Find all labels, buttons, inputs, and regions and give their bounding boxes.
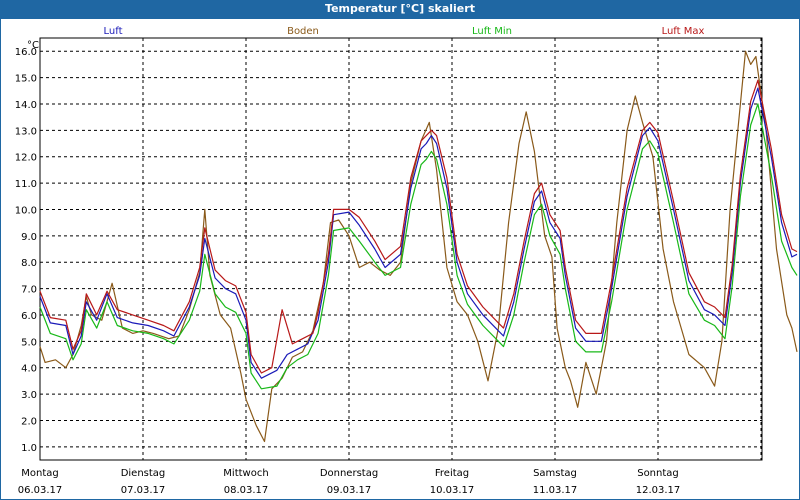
x-tick-date: 11.03.17: [533, 485, 578, 496]
y-axis-unit: °C: [27, 40, 39, 51]
series-line-luft-max: [39, 79, 798, 374]
x-tick-date: 08.03.17: [224, 485, 269, 496]
series-line-boden: [39, 50, 798, 443]
y-tick-label: 9.0: [21, 232, 37, 243]
y-tick-label: 12.0: [15, 153, 37, 164]
x-tick-date: 06.03.17: [18, 485, 63, 496]
y-tick-label: 5.0: [21, 337, 37, 348]
x-tick-day: Mittwoch: [223, 468, 268, 479]
x-tick-date: 09.03.17: [327, 485, 372, 496]
series-line-luft: [39, 87, 798, 379]
legend-luft-min: Luft Min: [472, 26, 512, 37]
y-tick-label: 10.0: [15, 205, 37, 216]
y-tick-label: 8.0: [21, 258, 37, 269]
legend-luft-max: Luft Max: [662, 26, 705, 37]
x-tick-day: Sonntag: [637, 468, 679, 479]
y-tick-label: 7.0: [21, 285, 37, 296]
x-tick-day: Montag: [21, 468, 58, 479]
y-tick-label: 2.0: [21, 416, 37, 427]
y-tick-label: 16.0: [15, 47, 37, 58]
x-tick-day: Freitag: [435, 468, 469, 479]
y-tick-label: 3.0: [21, 390, 37, 401]
plot-area: [39, 37, 763, 461]
y-tick-label: 4.0: [21, 364, 37, 375]
y-tick-label: 1.0: [21, 443, 37, 454]
y-tick-label: 11.0: [15, 179, 37, 190]
y-tick-label: 14.0: [15, 100, 37, 111]
x-tick-date: 12.03.17: [636, 485, 681, 496]
y-tick-label: 6.0: [21, 311, 37, 322]
y-tick-label: 15.0: [15, 74, 37, 85]
x-tick-date: 07.03.17: [121, 485, 166, 496]
x-tick-day: Samstag: [533, 468, 577, 479]
legend-boden: Boden: [287, 26, 319, 37]
x-tick-day: Dienstag: [121, 468, 166, 479]
legend-luft: Luft: [104, 26, 123, 37]
x-tick-day: Donnerstag: [320, 468, 378, 479]
chart-frame: [0, 18, 800, 500]
series-line-luft-min: [39, 103, 798, 390]
window-title: Temperatur [°C] skaliert: [0, 0, 800, 18]
y-tick-label: 13.0: [15, 126, 37, 137]
x-tick-date: 10.03.17: [430, 485, 475, 496]
